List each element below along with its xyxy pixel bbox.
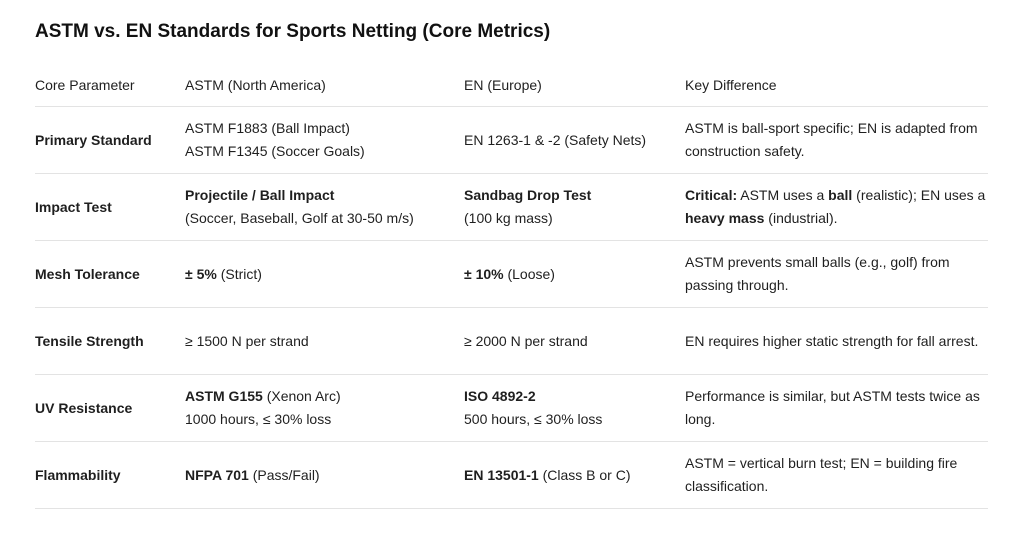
cell-line: (Soccer, Baseball, Golf at 30-50 m/s) (185, 207, 464, 230)
cell-line: ≥ 1500 N per strand (185, 330, 464, 353)
text-run: ASTM is ball-sport specific; EN is adapt… (685, 120, 978, 159)
row-header: Mesh Tolerance (35, 240, 185, 308)
text-run: ASTM prevents small balls (e.g., golf) f… (685, 254, 950, 293)
table-cell: ASTM = vertical burn test; EN = building… (685, 441, 988, 509)
cell-line: 1000 hours, ≤ 30% loss (185, 408, 464, 431)
table-cell: EN 1263-1 & -2 (Safety Nets) (464, 106, 685, 174)
table-cell: ASTM prevents small balls (e.g., golf) f… (685, 240, 988, 308)
table-cell: ± 5% (Strict) (185, 240, 464, 308)
column-header: Core Parameter (35, 64, 185, 107)
table-row: Mesh Tolerance ± 5% (Strict) ± 10% (Loose)… (35, 240, 988, 308)
text-run: (industrial). (764, 210, 838, 226)
bold-run: EN 13501-1 (464, 466, 539, 483)
table-cell: EN 13501-1 (Class B or C) (464, 441, 685, 509)
table-cell: Performance is similar, but ASTM tests t… (685, 374, 988, 442)
table-cell: ≥ 2000 N per strand (464, 307, 685, 375)
bold-run: ± 5% (185, 265, 217, 282)
table-cell: Projectile / Ball Impact (Soccer, Basebal… (185, 173, 464, 241)
cell-line: ASTM F1345 (Soccer Goals) (185, 140, 464, 163)
text-run: ≥ 1500 N per strand (185, 332, 309, 349)
title: ASTM vs. EN Standards for Sports Netting… (35, 21, 551, 42)
text-run: (Strict) (216, 265, 262, 282)
cell-line: (100 kg mass) (464, 207, 685, 230)
text-run: (Pass/Fail) (248, 466, 320, 483)
table-body: Primary Standard ASTM F1883 (Ball Impact)… (35, 106, 988, 509)
table-row: Flammability NFPA 701 (Pass/Fail) EN 13501… (35, 441, 988, 509)
bold-run: ASTM G155 (185, 388, 263, 404)
table-cell: Sandbag Drop Test (100 kg mass) (464, 173, 685, 241)
table-cell: ≥ 1500 N per strand (185, 307, 464, 375)
bold-run: Sandbag Drop Test (464, 187, 592, 203)
bold-run: ISO 4892-2 (464, 388, 536, 404)
cell-line: ASTM is ball-sport specific; EN is adapt… (685, 117, 988, 163)
cell-line: ASTM = vertical burn test; EN = building… (685, 452, 988, 498)
text-run: ASTM = vertical burn test; EN = building… (685, 455, 958, 494)
table-cell: Critical: ASTM uses a ball (realistic); … (685, 173, 988, 241)
text-run: 1000 hours, ≤ 30% loss (185, 411, 332, 427)
bold-run: Critical: (685, 187, 738, 203)
bold-run: heavy mass (685, 210, 765, 226)
table-cell: ASTM G155 (Xenon Arc) 1000 hours, ≤ 30% l… (185, 374, 464, 442)
table-cell: NFPA 701 (Pass/Fail) (185, 441, 464, 509)
cell-line: NFPA 701 (Pass/Fail) (185, 464, 464, 487)
row-header: Impact Test (35, 173, 185, 241)
table-cell: EN requires higher static strength for f… (685, 307, 988, 375)
text-run: (Loose) (503, 265, 555, 282)
cell-line: ISO 4892-2 (464, 385, 685, 408)
text-run: (Class B or C) (538, 466, 631, 483)
row-header: Tensile Strength (35, 307, 185, 375)
bold-run: ± 10% (464, 265, 504, 282)
bold-run: NFPA 701 (185, 466, 249, 483)
cell-line: Sandbag Drop Test (464, 184, 685, 207)
cell-line: Critical: ASTM uses a ball (realistic); … (685, 184, 988, 230)
text-run: EN 1263-1 & -2 (Safety Nets) (464, 131, 647, 148)
table-cell: ISO 4892-2 500 hours, ≤ 30% loss (464, 374, 685, 442)
cell-line: ± 5% (Strict) (185, 263, 464, 286)
cell-line: EN 1263-1 & -2 (Safety Nets) (464, 129, 685, 152)
table-row: Impact Test Projectile / Ball Impact (Socc… (35, 173, 988, 241)
text-run: 500 hours, ≤ 30% loss (464, 411, 603, 427)
text-run: (100 kg mass) (464, 210, 553, 226)
text-run: EN requires higher static strength for f… (685, 332, 979, 349)
table-cell: ASTM is ball-sport specific; EN is adapt… (685, 106, 988, 174)
cell-line: Performance is similar, but ASTM tests t… (685, 385, 988, 431)
cell-line: 500 hours, ≤ 30% loss (464, 408, 685, 431)
text-run: (Xenon Arc) (262, 388, 341, 404)
text-run: ASTM F1883 (Ball Impact) (185, 120, 350, 136)
cell-line: EN 13501-1 (Class B or C) (464, 464, 685, 487)
table-row: Tensile Strength ≥ 1500 N per strand ≥ 200… (35, 307, 988, 375)
bold-run: ball (828, 187, 853, 203)
row-header: Flammability (35, 441, 185, 509)
cell-line: ± 10% (Loose) (464, 263, 685, 286)
column-header: ASTM (North America) (185, 64, 464, 107)
text-run: (realistic); EN uses a (852, 187, 986, 203)
table-row: Primary Standard ASTM F1883 (Ball Impact)… (35, 106, 988, 174)
bold-run: Projectile / Ball Impact (185, 187, 335, 203)
row-header: Primary Standard (35, 106, 185, 174)
table-cell: ± 10% (Loose) (464, 240, 685, 308)
row-header: UV Resistance (35, 374, 185, 442)
cell-line: EN requires higher static strength for f… (685, 330, 988, 353)
cell-line: ASTM prevents small balls (e.g., golf) f… (685, 251, 988, 297)
table-row: UV Resistance ASTM G155 (Xenon Arc) 1000 h… (35, 374, 988, 442)
text-run: ASTM F1345 (Soccer Goals) (185, 143, 365, 159)
text-run: (Soccer, Baseball, Golf at 30-50 m/s) (185, 210, 414, 226)
comparison-table: Core Parameter ASTM (North America) EN (Eu… (35, 64, 988, 509)
column-header: Key Difference (685, 64, 988, 107)
cell-line: ≥ 2000 N per strand (464, 330, 685, 353)
header-row: Core Parameter ASTM (North America) EN (Eu… (35, 64, 988, 107)
text-run: ≥ 2000 N per strand (464, 332, 588, 349)
cell-line: ASTM F1883 (Ball Impact) (185, 117, 464, 140)
text-run: ASTM uses a (737, 187, 829, 203)
text-run: Performance is similar, but ASTM tests t… (685, 388, 980, 427)
table-cell: ASTM F1883 (Ball Impact) ASTM F1345 (Socc… (185, 106, 464, 174)
cell-line: ASTM G155 (Xenon Arc) (185, 385, 464, 408)
column-header: EN (Europe) (464, 64, 685, 107)
cell-line: Projectile / Ball Impact (185, 184, 464, 207)
